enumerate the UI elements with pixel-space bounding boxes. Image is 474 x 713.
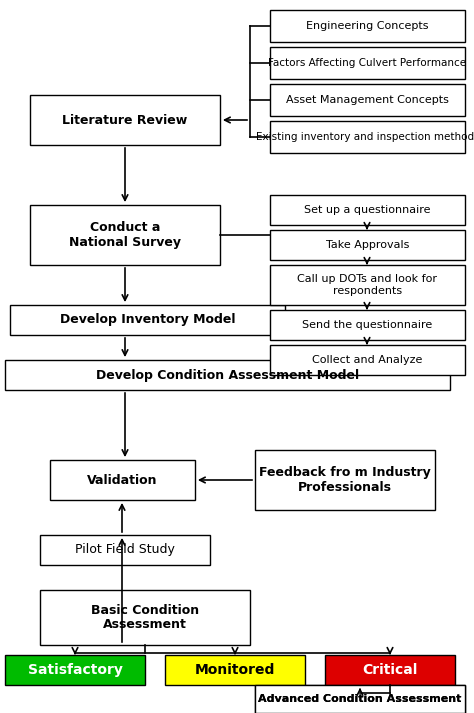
Text: Conduct a
National Survey: Conduct a National Survey	[69, 221, 181, 249]
Bar	[255, 450, 435, 510]
Text: Existing inventory and inspection methods: Existing inventory and inspection method…	[255, 132, 474, 142]
Bar	[270, 265, 465, 305]
Bar	[5, 360, 450, 390]
Bar	[325, 655, 455, 685]
Text: Collect and Analyze: Collect and Analyze	[312, 355, 423, 365]
Bar	[270, 84, 465, 116]
Bar	[270, 310, 465, 340]
Bar	[50, 460, 195, 500]
Bar	[270, 47, 465, 79]
Bar	[40, 590, 250, 645]
Text: Pilot Field Study: Pilot Field Study	[75, 543, 175, 557]
Text: Satisfactory: Satisfactory	[27, 663, 122, 677]
Text: Engineering Concepts: Engineering Concepts	[306, 21, 429, 31]
Text: Basic Condition
Assessment: Basic Condition Assessment	[91, 603, 199, 632]
Bar	[270, 345, 465, 375]
Text: Literature Review: Literature Review	[63, 113, 188, 126]
Text: Develop Inventory Model: Develop Inventory Model	[60, 314, 235, 327]
Text: Feedback fro m Industry
Professionals: Feedback fro m Industry Professionals	[259, 466, 431, 494]
Text: Asset Management Concepts: Asset Management Concepts	[286, 95, 449, 105]
Bar	[270, 10, 465, 42]
Bar	[270, 230, 465, 260]
Bar	[255, 685, 465, 713]
Text: Send the questionnaire: Send the questionnaire	[302, 320, 433, 330]
Bar	[270, 121, 465, 153]
Text: Critical: Critical	[362, 663, 418, 677]
Text: Factors Affecting Culvert Performance: Factors Affecting Culvert Performance	[268, 58, 466, 68]
Bar	[40, 535, 210, 565]
Text: Monitored: Monitored	[195, 663, 275, 677]
Text: Develop Condition Assessment Model: Develop Condition Assessment Model	[96, 369, 359, 381]
Text: Call up DOTs and look for
respondents: Call up DOTs and look for respondents	[298, 275, 438, 296]
Text: Take Approvals: Take Approvals	[326, 240, 409, 250]
Bar	[5, 655, 145, 685]
Bar	[165, 655, 305, 685]
Text: Set up a questionnaire: Set up a questionnaire	[304, 205, 431, 215]
Bar	[30, 95, 220, 145]
Text: Validation: Validation	[87, 473, 158, 486]
Bar	[10, 305, 285, 335]
Bar	[30, 205, 220, 265]
Text: Advanced Condition Assessment: Advanced Condition Assessment	[258, 694, 462, 704]
Bar	[270, 195, 465, 225]
Bar	[255, 685, 465, 713]
Text: Advanced Condition Assessment: Advanced Condition Assessment	[258, 694, 462, 704]
